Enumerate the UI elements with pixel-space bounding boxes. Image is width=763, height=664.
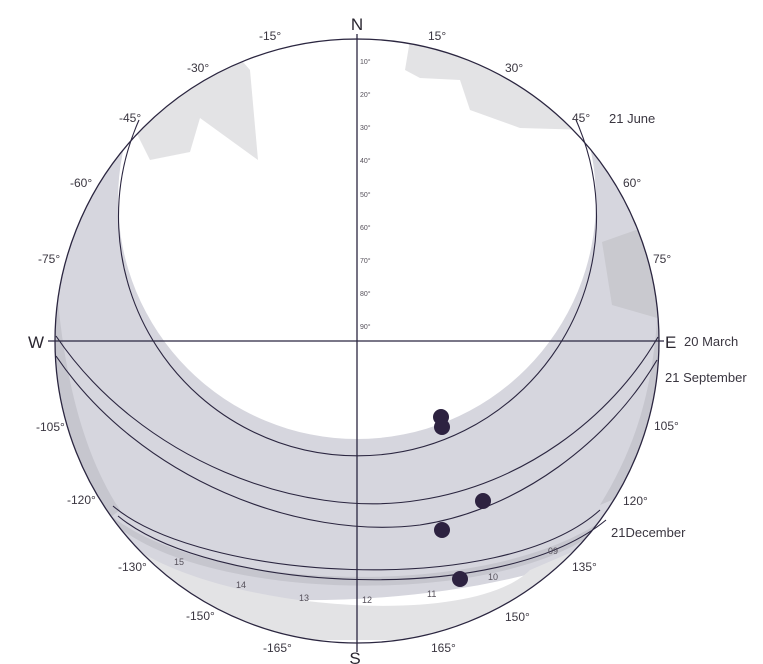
azimuth-label: -60° bbox=[70, 176, 92, 190]
azimuth-label: -120° bbox=[67, 493, 96, 507]
december-label: 21December bbox=[611, 525, 686, 540]
azimuth-label: -130° bbox=[118, 560, 147, 574]
hour-label: 09 bbox=[548, 546, 558, 556]
sun-markers bbox=[433, 409, 491, 587]
azimuth-label: -150° bbox=[186, 609, 215, 623]
azimuth-label: 15° bbox=[428, 29, 446, 43]
hour-label: 11 bbox=[427, 589, 436, 599]
equinox-path-1 bbox=[55, 335, 659, 505]
altitude-label: 60° bbox=[360, 224, 371, 232]
azimuth-label: -45° bbox=[119, 111, 141, 125]
azimuth-label: -30° bbox=[187, 61, 209, 75]
hour-label: 12 bbox=[362, 595, 372, 605]
sun-marker bbox=[434, 522, 450, 538]
azimuth-label: 165° bbox=[431, 641, 456, 655]
south-label: S bbox=[349, 649, 360, 664]
altitude-label: 30° bbox=[360, 124, 371, 132]
azimuth-label: -15° bbox=[259, 29, 281, 43]
azimuth-label: 30° bbox=[505, 61, 523, 75]
north-label: N bbox=[351, 15, 363, 34]
june-label: 21 June bbox=[609, 111, 655, 126]
hour-label: 13 bbox=[299, 593, 309, 603]
altitude-label: 20° bbox=[360, 91, 371, 99]
sun-marker bbox=[475, 493, 491, 509]
hour-label: 15 bbox=[174, 557, 184, 567]
altitude-label: 90° bbox=[360, 323, 371, 331]
december-strip bbox=[110, 515, 610, 586]
azimuth-label: 45° bbox=[572, 111, 590, 125]
azimuth-label: 75° bbox=[653, 252, 671, 266]
sun-marker bbox=[452, 571, 468, 587]
sun-band bbox=[55, 39, 659, 601]
azimuth-label: -165° bbox=[263, 641, 292, 655]
september-label: 21 September bbox=[665, 370, 747, 385]
azimuth-label: -75° bbox=[38, 252, 60, 266]
azimuth-label: 105° bbox=[654, 419, 679, 433]
altitude-label: 40° bbox=[360, 157, 371, 165]
sun-marker bbox=[434, 419, 450, 435]
hour-label: 14 bbox=[236, 580, 246, 590]
east-label: E bbox=[665, 333, 676, 352]
azimuth-label: 120° bbox=[623, 494, 648, 508]
azimuth-label: 150° bbox=[505, 610, 530, 624]
altitude-label: 50° bbox=[360, 191, 371, 199]
equinox-path-2 bbox=[55, 355, 658, 528]
hour-label: 10 bbox=[488, 572, 498, 582]
azimuth-label: 135° bbox=[572, 560, 597, 574]
altitude-label: 70° bbox=[360, 257, 371, 265]
azimuth-label: -105° bbox=[36, 420, 65, 434]
altitude-label: 80° bbox=[360, 290, 371, 298]
march-label: 20 March bbox=[684, 334, 738, 349]
december-path-1 bbox=[112, 505, 601, 571]
west-label: W bbox=[28, 333, 44, 352]
azimuth-label: 60° bbox=[623, 176, 641, 190]
altitude-label: 10° bbox=[360, 58, 371, 66]
